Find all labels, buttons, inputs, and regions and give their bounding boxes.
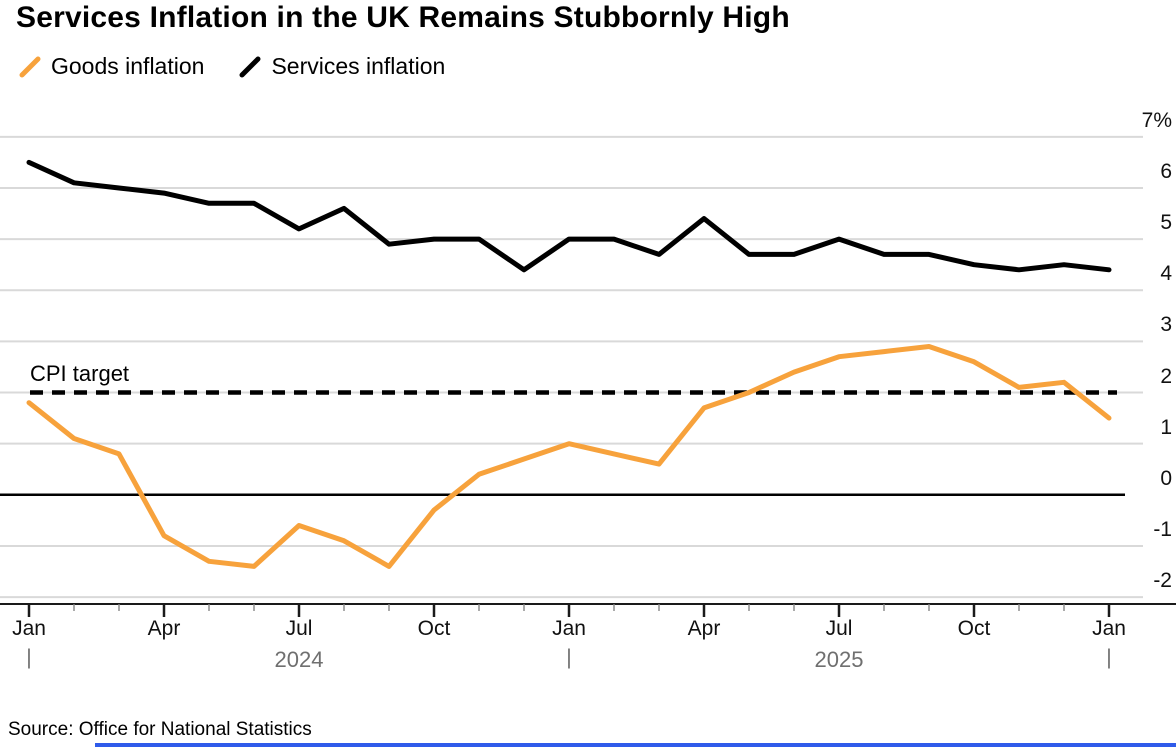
legend-label-goods: Goods inflation	[51, 53, 205, 79]
x-axis-label: Jan	[12, 617, 46, 640]
x-axis-label: Jul	[285, 617, 313, 640]
year-separator: |	[1106, 646, 1112, 669]
chart-legend: Goods inflation Services inflation	[18, 53, 445, 80]
cpi-target-annotation: CPI target	[30, 361, 130, 386]
x-axis-label: Jan	[552, 617, 586, 640]
legend-item-goods: Goods inflation	[18, 53, 204, 80]
y-axis-label: -2	[1153, 569, 1172, 593]
x-axis-label: Jan	[1092, 617, 1126, 640]
y-axis-label: 2	[1160, 364, 1172, 388]
services-line-key-icon	[239, 56, 261, 77]
x-axis-label: Apr	[147, 617, 181, 640]
y-axis-label: 5	[1160, 211, 1172, 235]
y-axis-label: -1	[1153, 517, 1172, 541]
y-axis-label: 7%	[1141, 108, 1172, 132]
year-separator: |	[26, 646, 32, 669]
x-axis-label: Oct	[957, 617, 991, 640]
goods-line-key-icon	[19, 56, 41, 77]
legend-item-services: Services inflation	[238, 53, 445, 80]
series-services-inflation	[26, 159, 1112, 273]
page-title: Services Inflation in the UK Remains Stu…	[16, 1, 790, 34]
year-label: 2024	[274, 647, 324, 672]
legend-label-services: Services inflation	[271, 53, 446, 79]
year-separator: |	[566, 646, 572, 669]
y-axis-label: 4	[1160, 262, 1172, 286]
x-axis-label: Apr	[687, 617, 721, 640]
y-axis-label: 6	[1160, 159, 1172, 183]
y-axis-label: 1	[1160, 415, 1172, 439]
y-axis-label: 0	[1160, 466, 1172, 490]
x-axis-label: Oct	[417, 617, 451, 640]
y-axis-label: 3	[1160, 313, 1172, 337]
year-label: 2025	[814, 647, 864, 672]
footer-accent-bar	[95, 743, 1176, 747]
series-goods-inflation	[26, 344, 1112, 569]
source-attribution: Source: Office for National Statistics	[8, 719, 312, 740]
x-axis-label: Jul	[825, 617, 853, 640]
